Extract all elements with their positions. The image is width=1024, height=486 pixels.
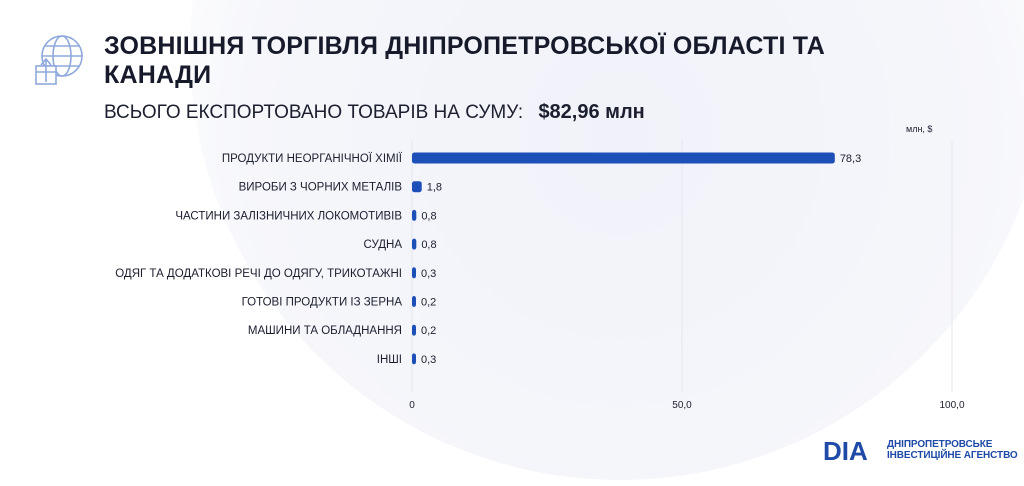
- x-tick-label: 50,0: [672, 400, 692, 411]
- globe-export-icon: [35, 35, 83, 85]
- bar: [412, 353, 416, 365]
- x-tick-label: 0: [409, 400, 415, 411]
- export-total-amount: $82,96 млн: [538, 101, 645, 123]
- bar: [412, 324, 416, 336]
- svg-text:DIA: DIA: [823, 437, 868, 463]
- category-label: ЧАСТИНИ ЗАЛІЗНИЧНИХ ЛОКОМОТИВІВ: [175, 210, 402, 222]
- page-title: ЗОВНІШНЯ ТОРГІВЛЯ ДНІПРОПЕТРОВСЬКОЇ ОБЛА…: [104, 32, 825, 89]
- bar: [412, 267, 416, 279]
- units-label: млн, $: [906, 124, 933, 134]
- value-label: 0,3: [421, 268, 436, 280]
- logo-line-1: ДНІПРОПЕТРОВСЬКЕ: [887, 439, 993, 450]
- value-label: 78,3: [840, 153, 861, 165]
- category-label: ІНШІ: [377, 354, 402, 366]
- value-label: 0,2: [421, 297, 436, 309]
- value-label: 0,2: [421, 325, 436, 337]
- dia-logo-mark: DIA: [823, 437, 868, 463]
- dia-logo: DIA ДНІПРОПЕТРОВСЬКЕ ІНВЕСТИЦІЙНЕ АГЕНСТ…: [823, 436, 1018, 464]
- category-label: ВИРОБИ З ЧОРНИХ МЕТАЛІВ: [239, 182, 403, 194]
- category-label: МАШИНИ ТА ОБЛАДНАННЯ: [248, 325, 402, 337]
- bar: [412, 152, 835, 164]
- x-tick-label: 100,0: [939, 400, 964, 411]
- category-label: ОДЯГ ТА ДОДАТКОВІ РЕЧІ ДО ОДЯГУ, ТРИКОТА…: [115, 268, 402, 280]
- value-label: 0,3: [421, 354, 436, 366]
- export-total: ВСЬОГО ЕКСПОРТОВАНО ТОВАРІВ НА СУМУ: $82…: [104, 101, 645, 124]
- bar: [412, 296, 416, 307]
- value-label: 0,8: [421, 239, 436, 251]
- export-total-label: ВСЬОГО ЕКСПОРТОВАНО ТОВАРІВ НА СУМУ:: [104, 102, 524, 123]
- bar: [412, 181, 422, 193]
- value-label: 1,8: [427, 182, 442, 194]
- category-label: СУДНА: [364, 239, 403, 251]
- bar: [412, 238, 417, 250]
- category-label: ГОТОВІ ПРОДУКТИ ІЗ ЗЕРНА: [242, 297, 403, 309]
- category-label: ПРОДУКТИ НЕОРГАНІЧНОЇ ХІМІЇ: [222, 153, 403, 165]
- logo-line-2: ІНВЕСТИЦІЙНЕ АГЕНСТВО: [887, 450, 1018, 461]
- bar: [412, 209, 417, 221]
- value-label: 0,8: [421, 210, 436, 222]
